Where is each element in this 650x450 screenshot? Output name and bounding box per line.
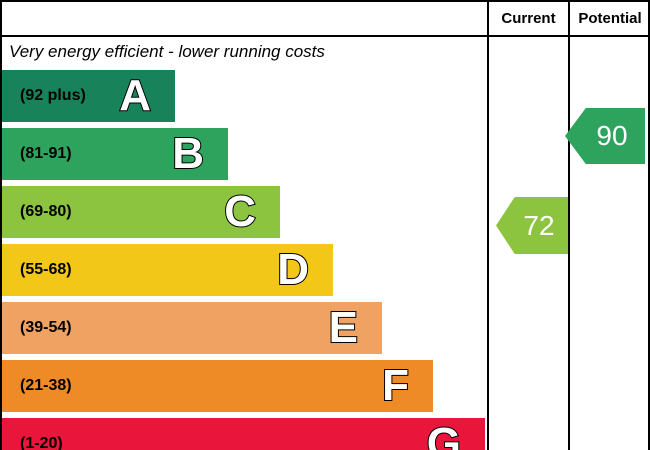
epc-band-d: (55-68) D <box>2 244 333 296</box>
band-e-range: (39-54) <box>20 319 72 336</box>
epc-band-e: (39-54) E <box>2 302 382 354</box>
current-rating-arrow: 72 <box>496 197 568 254</box>
potential-column-header: Potential <box>578 10 642 27</box>
epc-band-g: (1-20) G <box>2 418 485 450</box>
band-g-range: (1-20) <box>20 435 63 450</box>
potential-rating-value: 90 <box>596 120 628 151</box>
band-c-range: (69-80) <box>20 203 72 220</box>
band-c-letter: C <box>223 186 257 237</box>
band-g-letter: G <box>426 418 462 450</box>
band-f-range: (21-38) <box>20 377 72 394</box>
band-b-letter: B <box>171 128 205 179</box>
band-b-range: (81-91) <box>20 145 72 162</box>
band-e-letter: E <box>328 302 359 353</box>
current-column-header: Current <box>501 10 556 27</box>
band-f-letter: F <box>381 360 410 411</box>
epc-band-b: (81-91) B <box>2 128 228 180</box>
header-divider <box>2 35 648 37</box>
current-column-divider <box>487 2 489 450</box>
band-d-letter: D <box>276 244 310 295</box>
band-a-range: (92 plus) <box>20 87 86 104</box>
epc-band-a: (92 plus) A <box>2 70 175 122</box>
band-d-range: (55-68) <box>20 261 72 278</box>
potential-column-divider <box>568 2 570 450</box>
rating-bands: (92 plus) A (81-91) B (69-80) C (55-68) … <box>2 70 487 450</box>
efficiency-caption-top: Very energy efficient - lower running co… <box>9 42 325 61</box>
epc-band-c: (69-80) C <box>2 186 280 238</box>
band-a-letter: A <box>118 70 152 121</box>
current-rating-value: 72 <box>523 209 555 241</box>
potential-rating-arrow: 90 <box>565 108 645 164</box>
epc-band-f: (21-38) F <box>2 360 433 412</box>
